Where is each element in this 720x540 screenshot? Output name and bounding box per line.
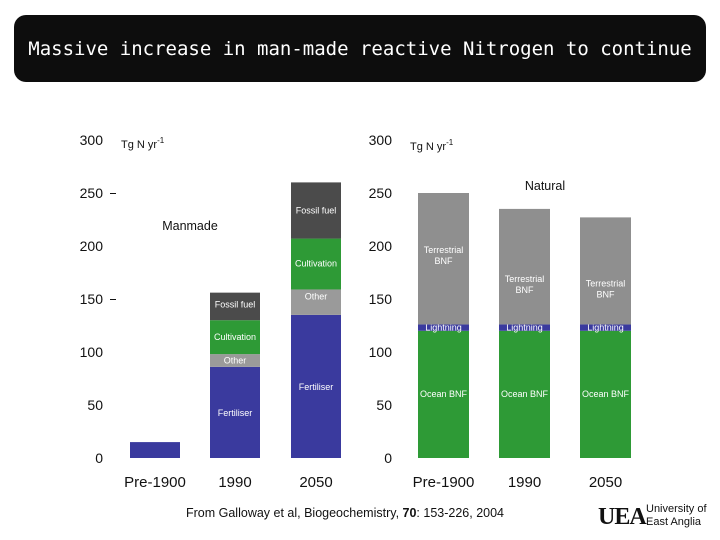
category-label-2050: 2050 — [589, 474, 622, 491]
unit-label-main: Tg N yr — [121, 139, 157, 151]
citation-suffix: : 153-226, 2004 — [416, 506, 504, 520]
citation-volume: 70 — [402, 506, 417, 520]
y-tick-label-250: 250 — [80, 185, 104, 201]
unit-label-superscript: -1 — [157, 136, 165, 145]
segment-label-fossil-fuel-1990: Fossil fuel — [215, 300, 256, 310]
bar-fossil-fuel-2050 — [291, 182, 341, 239]
segment-label-line: Fossil fuel — [215, 300, 256, 310]
segment-label-lightning-pre-1900: Lightning — [425, 323, 462, 333]
uea-logo-line2: East Anglia — [646, 516, 702, 528]
category-label-pre-1900: Pre-1900 — [124, 474, 186, 491]
panel-label: Natural — [525, 179, 565, 193]
segment-label-line: Fertiliser — [299, 382, 334, 392]
y-tick-label-50: 50 — [376, 397, 392, 413]
bar-lightning-pre-1900 — [418, 324, 469, 331]
unit-label: Tg N yr-1 — [121, 136, 165, 151]
uea-logo-line1: University of — [646, 503, 707, 515]
category-label-2050: 2050 — [299, 474, 332, 491]
y-tick-label-250: 250 — [369, 185, 393, 201]
manmade-chart: 0 50 100 150 200 250 300 Tg N yr-1 Manmade Pre-19… — [80, 132, 341, 491]
segment-label-cultivation-1990: Cultivation — [214, 332, 256, 342]
segment-label-line: Other — [224, 355, 247, 365]
segment-label-terrestrial-bnf-pre-1900: Terrestrial BNF — [424, 245, 464, 266]
segment-label-lightning-1990: Lightning — [506, 323, 543, 333]
segment-label-terrestrial-bnf-1990: Terrestrial BNF — [505, 274, 545, 295]
segment-label-fertiliser-1990: Fertiliser — [218, 408, 253, 418]
bar-terrestrial-bnf-1990 — [499, 208, 550, 325]
title-bar — [14, 15, 706, 82]
unit-label-superscript: -1 — [446, 138, 454, 147]
bar-other-2050 — [291, 289, 341, 315]
uea-logo-mark: UEA — [598, 504, 647, 530]
segment-label-fertiliser-2050: Fertiliser — [299, 382, 334, 392]
panel-label: Manmade — [162, 219, 218, 233]
bar-ocean-bnf-pre-1900 — [418, 330, 469, 458]
natural-chart: 0 50 100 150 200 250 300 Tg N yr-1 Natural Ocean … — [369, 132, 631, 491]
y-tick-label-200: 200 — [80, 238, 104, 254]
bar-terrestrial-bnf-2050 — [580, 217, 631, 325]
bar-cultivation-2050 — [291, 238, 341, 290]
bar-fossil-fuel-1990 — [210, 292, 260, 321]
bar-terrestrial-bnf-pre-1900 — [418, 193, 469, 325]
citation-prefix: From Galloway et al, Biogeochemistry, — [186, 506, 403, 520]
segment-label-line: BNF — [516, 285, 535, 295]
segment-label-other-1990: Other — [224, 355, 247, 365]
y-tick-label-150: 150 — [80, 291, 104, 307]
unit-label-main: Tg N yr — [410, 141, 446, 153]
segment-label-cultivation-2050: Cultivation — [295, 259, 337, 269]
uea-logo: UEA University of East Anglia — [598, 503, 713, 531]
segment-label-line: Fertiliser — [218, 408, 253, 418]
y-tick-label-0: 0 — [384, 450, 392, 466]
bar-lightning-2050 — [580, 324, 631, 331]
category-label-1990: 1990 — [508, 474, 541, 491]
segment-label-line: Ocean BNF — [501, 389, 549, 399]
citation: From Galloway et al, Biogeochemistry, 70… — [186, 506, 504, 520]
bar-ocean-bnf-2050 — [580, 330, 631, 458]
y-tick-label-300: 300 — [369, 132, 393, 148]
segment-label-line: Terrestrial — [586, 278, 626, 288]
segment-label-line: Fossil fuel — [296, 205, 337, 215]
segment-label-line: Terrestrial — [424, 245, 464, 255]
y-tick-label-0: 0 — [95, 450, 103, 466]
segment-label-other-2050: Other — [305, 291, 328, 301]
slide-title: Massive increase in man-made reactive Ni… — [28, 38, 692, 60]
uea-logo-text: University of East Anglia — [646, 503, 707, 529]
y-tick-label-150: 150 — [369, 291, 393, 307]
bar-fertiliser-2050 — [291, 314, 341, 458]
segment-label-line: Terrestrial — [505, 274, 545, 284]
segment-label-lightning-2050: Lightning — [587, 323, 624, 333]
segment-label-ocean-bnf-1990: Ocean BNF — [501, 389, 549, 399]
segment-label-ocean-bnf-pre-1900: Ocean BNF — [420, 389, 468, 399]
segment-label-line: Cultivation — [295, 259, 337, 269]
segment-label-line: BNF — [597, 289, 616, 299]
y-tick-label-100: 100 — [369, 344, 393, 360]
segment-label-line: Lightning — [506, 323, 543, 333]
bar-ocean-bnf-1990 — [499, 330, 550, 458]
y-tick-label-200: 200 — [369, 238, 393, 254]
unit-label: Tg N yr-1 — [410, 138, 454, 153]
y-tick-label-50: 50 — [87, 397, 103, 413]
bar-cultivation-1990 — [210, 320, 260, 355]
bar-other-1990 — [210, 354, 260, 367]
bar-fertiliser-pre-1900 — [130, 442, 180, 458]
segment-label-terrestrial-bnf-2050: Terrestrial BNF — [586, 278, 626, 299]
segment-label-line: Ocean BNF — [420, 389, 468, 399]
segment-label-line: Cultivation — [214, 332, 256, 342]
segment-label-line: Ocean BNF — [582, 389, 630, 399]
segment-label-line: Lightning — [425, 323, 462, 333]
category-label-1990: 1990 — [218, 474, 251, 491]
segment-label-line: BNF — [435, 256, 454, 266]
segment-label-line: Lightning — [587, 323, 624, 333]
segment-label-ocean-bnf-2050: Ocean BNF — [582, 389, 630, 399]
bar-lightning-1990 — [499, 324, 550, 331]
y-tick-label-100: 100 — [80, 344, 104, 360]
category-label-pre-1900: Pre-1900 — [413, 474, 475, 491]
segment-label-line: Other — [305, 291, 328, 301]
bar-fertiliser-1990 — [210, 366, 260, 458]
segment-label-fossil-fuel-2050: Fossil fuel — [296, 205, 337, 215]
y-tick-label-300: 300 — [80, 132, 104, 148]
